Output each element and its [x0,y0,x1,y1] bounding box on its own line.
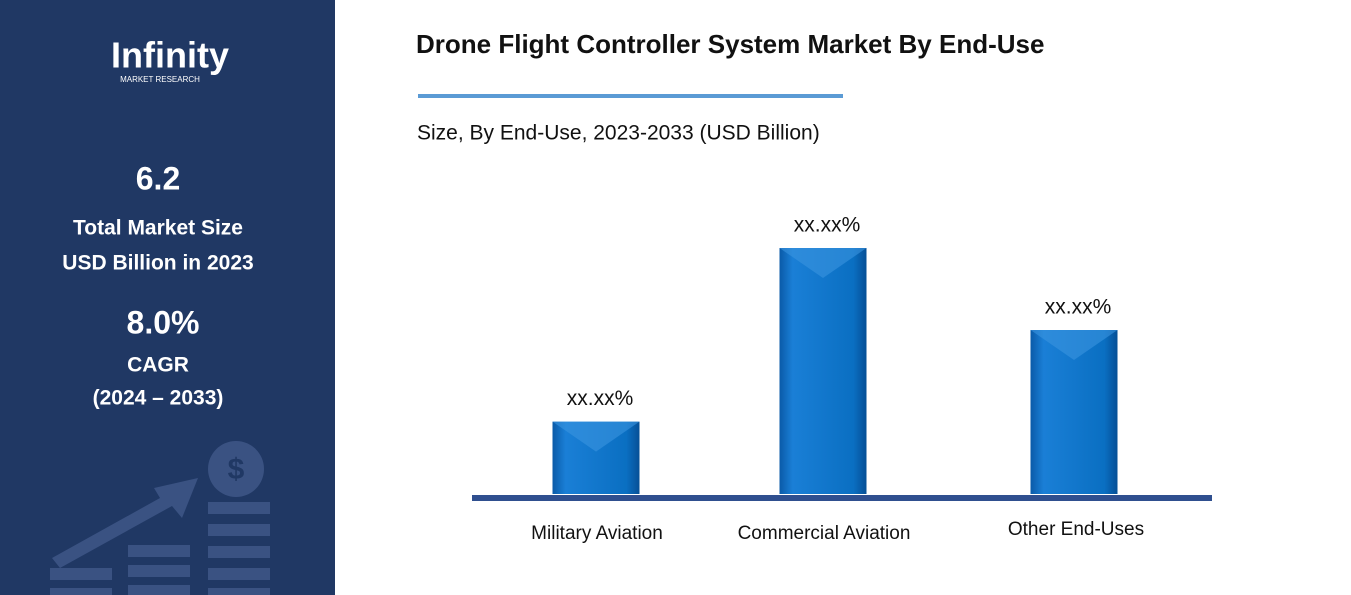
bar-bevel [779,248,867,278]
value-label: xx.xx% [567,387,634,410]
cagr: 8.0% [127,304,200,340]
title-underline [418,94,843,98]
baseline [472,495,1212,501]
bar [779,248,867,494]
logo: Infinity [111,35,229,76]
value-label: xx.xx% [1045,296,1112,319]
bar-bevel [1030,330,1118,360]
chart-title: Drone Flight Controller System Market By… [416,29,1044,59]
x-tick-label: Military Aviation [531,523,663,544]
sidebar-icon [50,441,270,595]
market-size-label: Total Market Size [73,217,243,240]
dollar-sign: $ [228,453,245,486]
chart-subtitle: Size, By End-Use, 2023-2033 (USD Billion… [417,122,820,145]
logo-sub: MARKET RESEARCH [120,75,200,84]
market-size: 6.2 [136,160,180,196]
cagr-period: (2024 – 2033) [93,387,224,410]
market-size-label: USD Billion in 2023 [62,252,253,275]
value-label: xx.xx% [794,214,861,237]
x-tick-label: Other End-Uses [1008,519,1144,540]
bar-bevel [552,421,640,452]
cagr-label: CAGR [127,354,189,377]
x-tick-label: Commercial Aviation [738,523,911,544]
